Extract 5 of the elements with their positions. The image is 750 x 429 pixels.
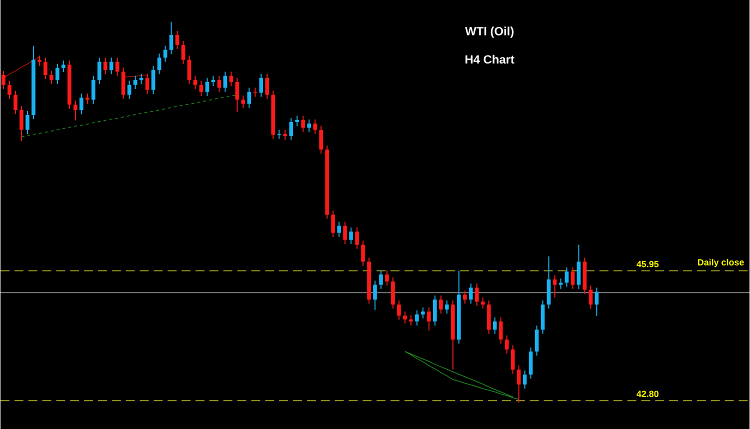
annotation: Daily close xyxy=(698,258,744,268)
text: WTI (Oil) xyxy=(465,26,514,38)
text: H4 Chart xyxy=(466,54,514,64)
ref-line-label: 45.95 xyxy=(636,260,659,268)
ref-line-label: 42.80 xyxy=(636,390,658,397)
